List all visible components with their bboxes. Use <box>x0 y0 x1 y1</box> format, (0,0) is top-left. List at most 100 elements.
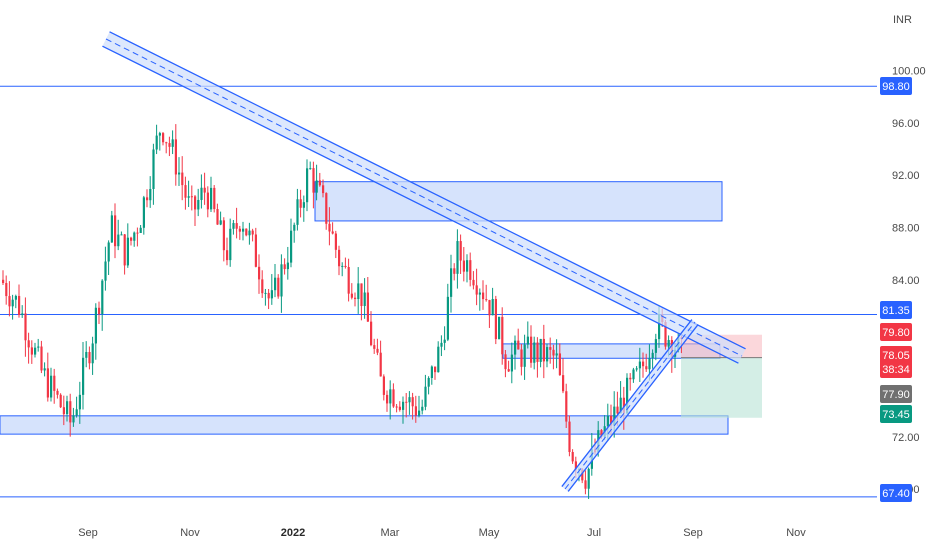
candle-22[interactable] <box>72 407 75 427</box>
candle-25[interactable] <box>82 342 85 410</box>
candle-140[interactable] <box>450 254 453 313</box>
candle-76[interactable] <box>245 228 248 237</box>
candle-150[interactable] <box>482 280 485 310</box>
candle-47[interactable] <box>152 143 155 205</box>
candle-70[interactable] <box>226 237 229 266</box>
candle-89[interactable] <box>286 246 289 280</box>
candle-167[interactable] <box>536 337 539 378</box>
candle-172[interactable] <box>552 344 555 370</box>
candle-18[interactable] <box>59 393 62 409</box>
candle-100[interactable] <box>322 179 325 198</box>
candle-48[interactable] <box>155 124 158 155</box>
candle-92[interactable] <box>296 188 299 231</box>
candle-38[interactable] <box>123 234 126 275</box>
candle-77[interactable] <box>248 222 251 245</box>
candle-33[interactable] <box>107 240 110 276</box>
candle-122[interactable] <box>392 383 395 408</box>
candle-64[interactable] <box>206 186 209 218</box>
candle-41[interactable] <box>133 231 136 247</box>
candle-84[interactable] <box>270 274 273 305</box>
trade-target-zone[interactable] <box>681 357 762 418</box>
candle-131[interactable] <box>421 399 424 415</box>
candle-175[interactable] <box>562 358 565 394</box>
candle-130[interactable] <box>418 395 421 418</box>
candle-60[interactable] <box>194 195 197 226</box>
candle-159[interactable] <box>510 342 513 384</box>
candle-107[interactable] <box>344 257 347 269</box>
candle-52[interactable] <box>168 136 171 157</box>
candle-152[interactable] <box>488 299 491 328</box>
candle-149[interactable] <box>478 288 481 311</box>
candle-103[interactable] <box>331 222 334 235</box>
candle-164[interactable] <box>526 321 529 349</box>
candle-40[interactable] <box>130 236 133 246</box>
candle-19[interactable] <box>62 395 65 426</box>
candle-127[interactable] <box>408 391 411 415</box>
candle-32[interactable] <box>104 246 107 291</box>
candle-7[interactable] <box>24 297 27 357</box>
candle-43[interactable] <box>139 224 142 233</box>
candle-133[interactable] <box>427 376 430 395</box>
candle-27[interactable] <box>88 346 91 370</box>
candle-147[interactable] <box>472 271 475 290</box>
candle-36[interactable] <box>117 219 120 251</box>
candle-37[interactable] <box>120 231 123 236</box>
candle-118[interactable] <box>379 340 382 377</box>
candle-6[interactable] <box>21 305 24 318</box>
candle-24[interactable] <box>78 381 81 424</box>
candle-177[interactable] <box>568 415 571 457</box>
candle-12[interactable] <box>40 340 43 374</box>
candle-78[interactable] <box>251 228 254 242</box>
candle-142[interactable] <box>456 229 459 289</box>
candle-174[interactable] <box>558 343 561 376</box>
candle-193[interactable] <box>619 381 622 414</box>
candle-154[interactable] <box>494 295 497 345</box>
zone-2[interactable] <box>0 415 729 435</box>
candle-72[interactable] <box>232 220 235 235</box>
candle-57[interactable] <box>184 176 187 210</box>
candle-106[interactable] <box>341 262 344 277</box>
candle-87[interactable] <box>280 254 283 313</box>
candle-14[interactable] <box>46 352 49 402</box>
candle-58[interactable] <box>187 180 190 207</box>
candle-134[interactable] <box>430 365 433 385</box>
candle-119[interactable] <box>382 374 385 401</box>
candle-99[interactable] <box>318 172 321 187</box>
candle-90[interactable] <box>290 218 293 268</box>
candle-67[interactable] <box>216 203 219 225</box>
candle-54[interactable] <box>174 124 177 186</box>
candle-42[interactable] <box>136 227 139 247</box>
candle-114[interactable] <box>366 276 369 322</box>
candle-112[interactable] <box>360 283 363 321</box>
candle-182[interactable] <box>584 470 587 495</box>
candle-28[interactable] <box>91 336 94 375</box>
candle-82[interactable] <box>264 288 267 306</box>
candle-30[interactable] <box>98 301 101 324</box>
candle-83[interactable] <box>267 289 270 310</box>
candle-23[interactable] <box>75 396 78 418</box>
candle-13[interactable] <box>43 362 46 377</box>
candle-146[interactable] <box>469 252 472 287</box>
candle-136[interactable] <box>437 341 440 373</box>
candle-155[interactable] <box>498 316 501 340</box>
candle-29[interactable] <box>94 303 97 360</box>
candle-120[interactable] <box>386 390 389 412</box>
candle-203[interactable] <box>651 349 654 369</box>
candle-11[interactable] <box>37 338 40 352</box>
candle-91[interactable] <box>293 222 296 243</box>
candle-104[interactable] <box>334 230 337 259</box>
candle-196[interactable] <box>629 373 632 391</box>
candle-85[interactable] <box>274 264 277 298</box>
candle-26[interactable] <box>85 341 88 368</box>
candle-62[interactable] <box>200 174 203 209</box>
candle-144[interactable] <box>462 247 465 282</box>
candle-20[interactable] <box>66 395 69 422</box>
candle-98[interactable] <box>315 164 318 201</box>
candle-65[interactable] <box>210 176 213 212</box>
candle-73[interactable] <box>235 207 238 239</box>
candle-200[interactable] <box>642 352 645 378</box>
candle-178[interactable] <box>571 449 574 464</box>
candle-117[interactable] <box>376 338 379 356</box>
candle-132[interactable] <box>424 374 427 411</box>
